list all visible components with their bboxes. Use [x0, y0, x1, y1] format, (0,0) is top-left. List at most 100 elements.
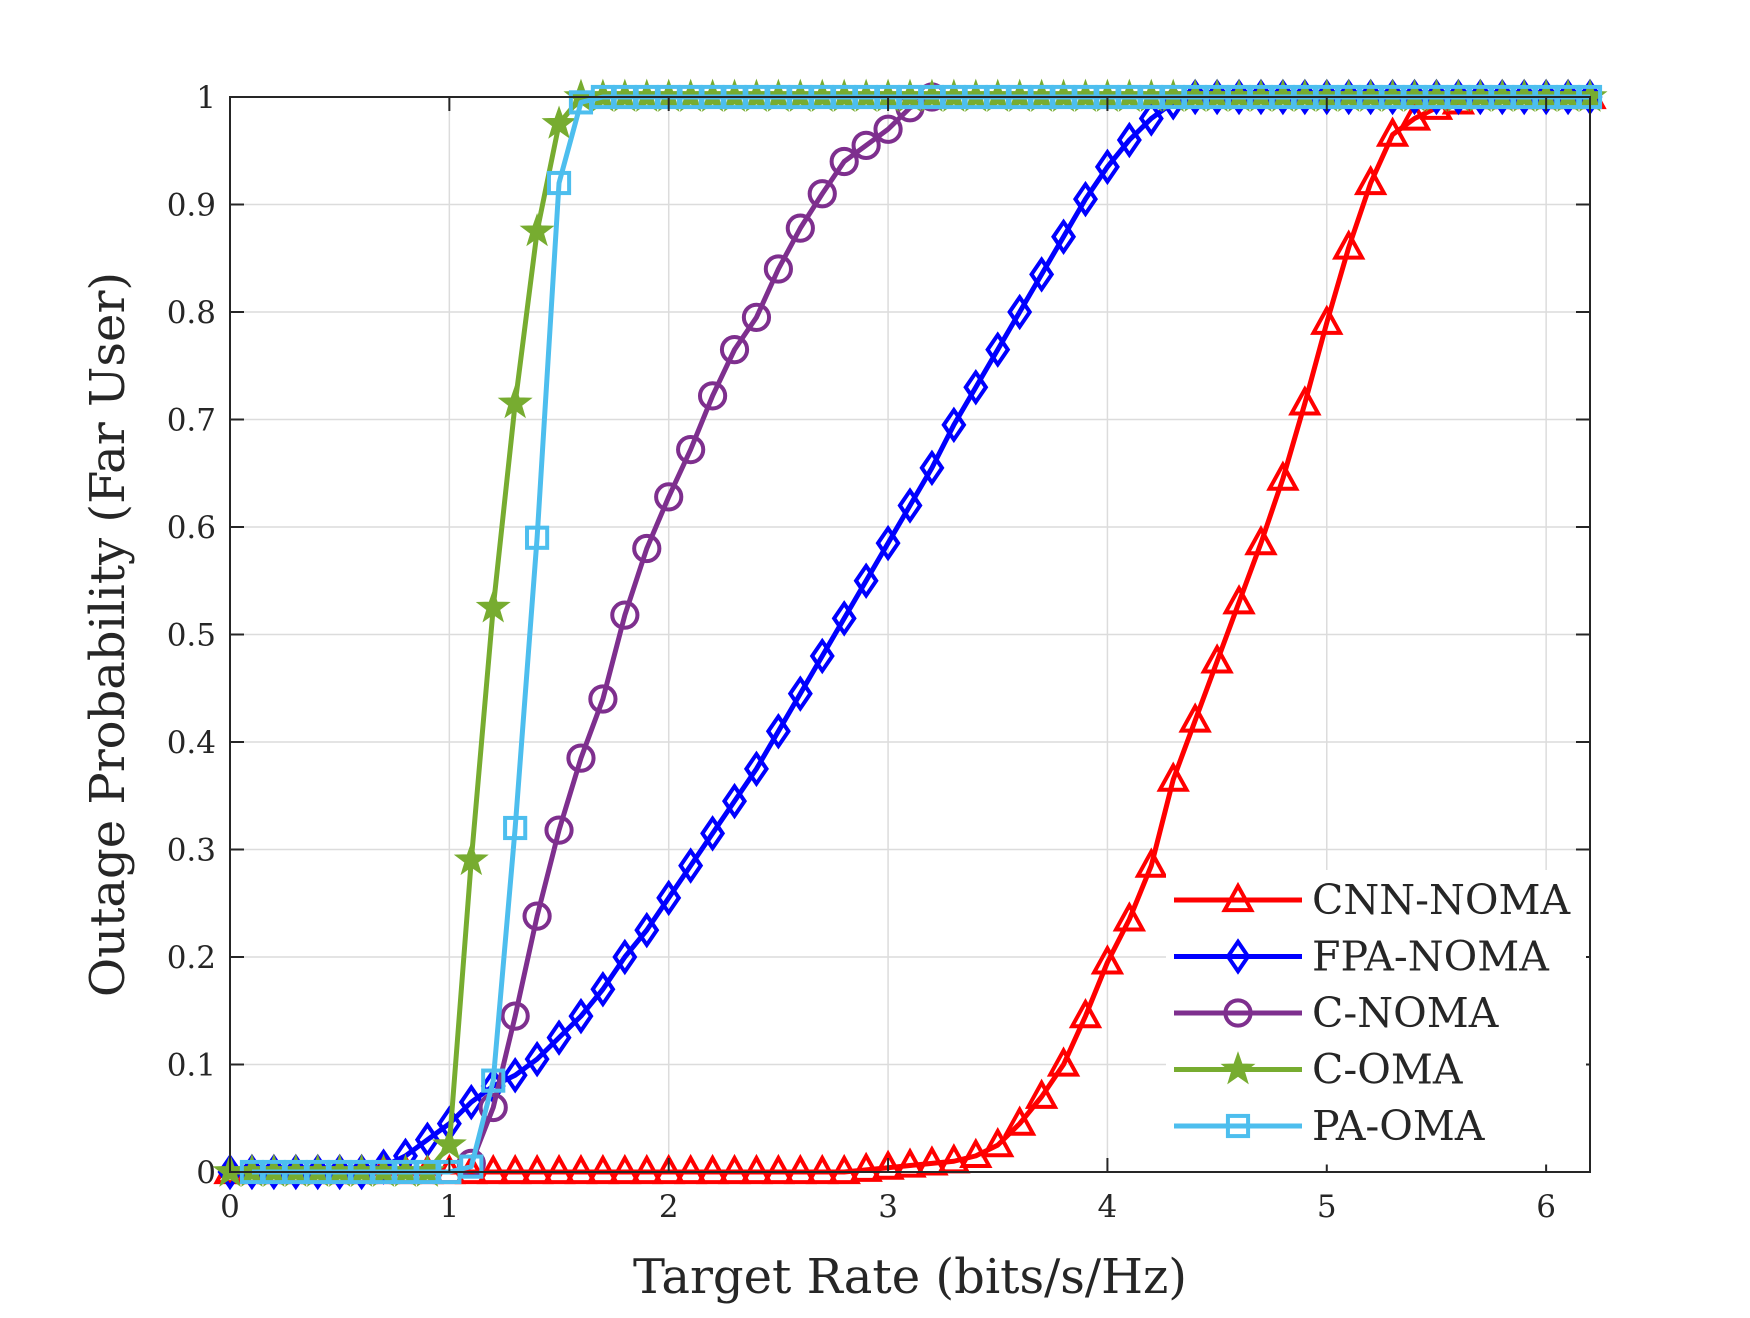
legend-entry-pa-oma: PA-OMA [1174, 1102, 1486, 1150]
data-point-cnn-noma [520, 1153, 554, 1185]
data-point-cnn-noma [673, 1153, 708, 1185]
x-tick-label: 2 [659, 1189, 679, 1225]
data-point-cnn-noma [1134, 847, 1168, 878]
data-point-cnn-noma [476, 1153, 510, 1185]
data-point-c-noma [873, 114, 903, 144]
data-point-cnn-noma [630, 1153, 664, 1185]
data-point-cnn-noma [871, 1149, 905, 1180]
data-point-c-noma [610, 600, 640, 630]
data-point-c-noma [851, 130, 881, 160]
data-point-fpa-noma [1116, 121, 1142, 159]
data-point-c-oma [453, 841, 489, 876]
data-point-c-noma [807, 179, 837, 209]
y-tick-label: 0.1 [167, 1048, 216, 1084]
data-point-c-noma [785, 213, 815, 243]
data-point-fpa-noma [700, 815, 726, 852]
data-point-fpa-noma [743, 750, 769, 788]
data-point-cnn-noma [1046, 1046, 1081, 1077]
data-point-cnn-noma [893, 1147, 927, 1178]
data-point-c-noma [588, 684, 618, 714]
legend-label: FPA-NOMA [1312, 933, 1550, 981]
y-tick-label: 1 [196, 80, 216, 116]
data-point-cnn-noma [695, 1153, 730, 1185]
data-point-cnn-noma [805, 1153, 839, 1185]
data-point-pa-oma [525, 525, 550, 550]
data-point-fpa-noma [853, 562, 879, 599]
data-point-c-noma [741, 302, 772, 332]
data-point-cnn-noma [586, 1153, 620, 1185]
data-point-cnn-noma [827, 1153, 861, 1185]
legend: CNN-NOMA FPA-NOMA C-NOMA C-OMA PA-OMA [1166, 870, 1586, 1165]
data-point-cnn-noma [1310, 304, 1344, 335]
data-point-c-oma [475, 589, 511, 623]
data-point-fpa-noma [722, 782, 748, 820]
x-tick-label: 4 [1098, 1189, 1118, 1225]
legend-entry-c-oma: C-OMA [1174, 1046, 1464, 1094]
legend-entry-c-noma: C-NOMA [1174, 989, 1500, 1037]
y-tick-label: 0 [196, 1155, 216, 1191]
data-point-c-noma [478, 1092, 508, 1123]
x-axis-title: Target Rate (bits/s/Hz) [633, 1249, 1187, 1305]
data-point-cnn-noma [608, 1153, 642, 1185]
data-point-c-noma [522, 901, 552, 931]
data-point-fpa-noma [634, 911, 660, 949]
data-point-c-oma [541, 105, 577, 139]
legend-label: C-OMA [1312, 1046, 1464, 1094]
x-tick-label: 0 [220, 1189, 240, 1225]
data-point-cnn-noma [761, 1153, 796, 1185]
legend-label: PA-OMA [1312, 1102, 1486, 1150]
data-point-pa-oma [546, 170, 572, 196]
data-point-c-noma [632, 533, 662, 564]
data-point-c-noma [719, 335, 750, 365]
data-point-cnn-noma [959, 1137, 993, 1168]
data-point-fpa-noma [985, 331, 1011, 368]
data-point-c-noma [500, 1001, 530, 1031]
data-point-fpa-noma [1094, 148, 1120, 186]
legend-swatch-marker [1223, 998, 1253, 1028]
data-point-cnn-noma [1266, 460, 1300, 491]
axis-ticks: 0 1 2 3 4 5 6 0 0.1 0.2 0.3 0.4 0.5 0.6 0.7 0.8 0.9 1 [167, 80, 1590, 1225]
data-point-cnn-noma [1024, 1078, 1059, 1109]
data-point-fpa-noma [941, 406, 967, 444]
data-point-c-noma [654, 482, 684, 512]
data-point-cnn-noma [542, 1153, 576, 1185]
data-point-c-oma [519, 212, 555, 247]
data-point-cnn-noma [783, 1153, 818, 1185]
data-point-cnn-noma [1244, 524, 1278, 556]
x-tick-label: 5 [1317, 1189, 1337, 1225]
data-point-fpa-noma [809, 637, 835, 675]
legend-label: C-NOMA [1312, 989, 1500, 1037]
data-point-cnn-noma [849, 1151, 883, 1182]
data-point-cnn-noma [564, 1153, 598, 1185]
data-point-fpa-noma [919, 449, 945, 487]
data-point-cnn-noma [1222, 584, 1256, 615]
data-point-c-noma [544, 815, 574, 845]
y-tick-label: 0.6 [167, 510, 216, 546]
data-point-c-noma [566, 743, 596, 773]
data-point-cnn-noma [739, 1153, 774, 1185]
data-point-cnn-noma [1068, 997, 1103, 1029]
data-point-fpa-noma [546, 1019, 572, 1056]
data-point-c-oma [431, 1126, 467, 1160]
data-point-fpa-noma [678, 847, 704, 884]
data-point-fpa-noma [1051, 218, 1077, 255]
data-point-cnn-noma [981, 1126, 1015, 1158]
data-point-cnn-noma [1200, 643, 1234, 674]
series-c-noma [456, 82, 947, 1179]
data-point-c-noma [697, 381, 728, 411]
data-point-fpa-noma [765, 713, 791, 750]
legend-swatch-marker [1225, 938, 1251, 975]
data-point-pa-oma [481, 1068, 506, 1093]
data-point-fpa-noma [875, 524, 901, 562]
data-point-cnn-noma [717, 1153, 752, 1185]
x-tick-label: 6 [1536, 1189, 1556, 1225]
data-point-fpa-noma [831, 600, 857, 637]
data-point-pa-oma [459, 1154, 484, 1179]
data-point-fpa-noma [502, 1057, 528, 1094]
legend-entry-cnn-noma: CNN-NOMA [1174, 876, 1571, 924]
legend-swatch-marker [1225, 1113, 1251, 1139]
legend-swatch-marker [1220, 1051, 1256, 1085]
x-tick-label: 3 [878, 1189, 898, 1225]
data-point-fpa-noma [1072, 180, 1098, 218]
